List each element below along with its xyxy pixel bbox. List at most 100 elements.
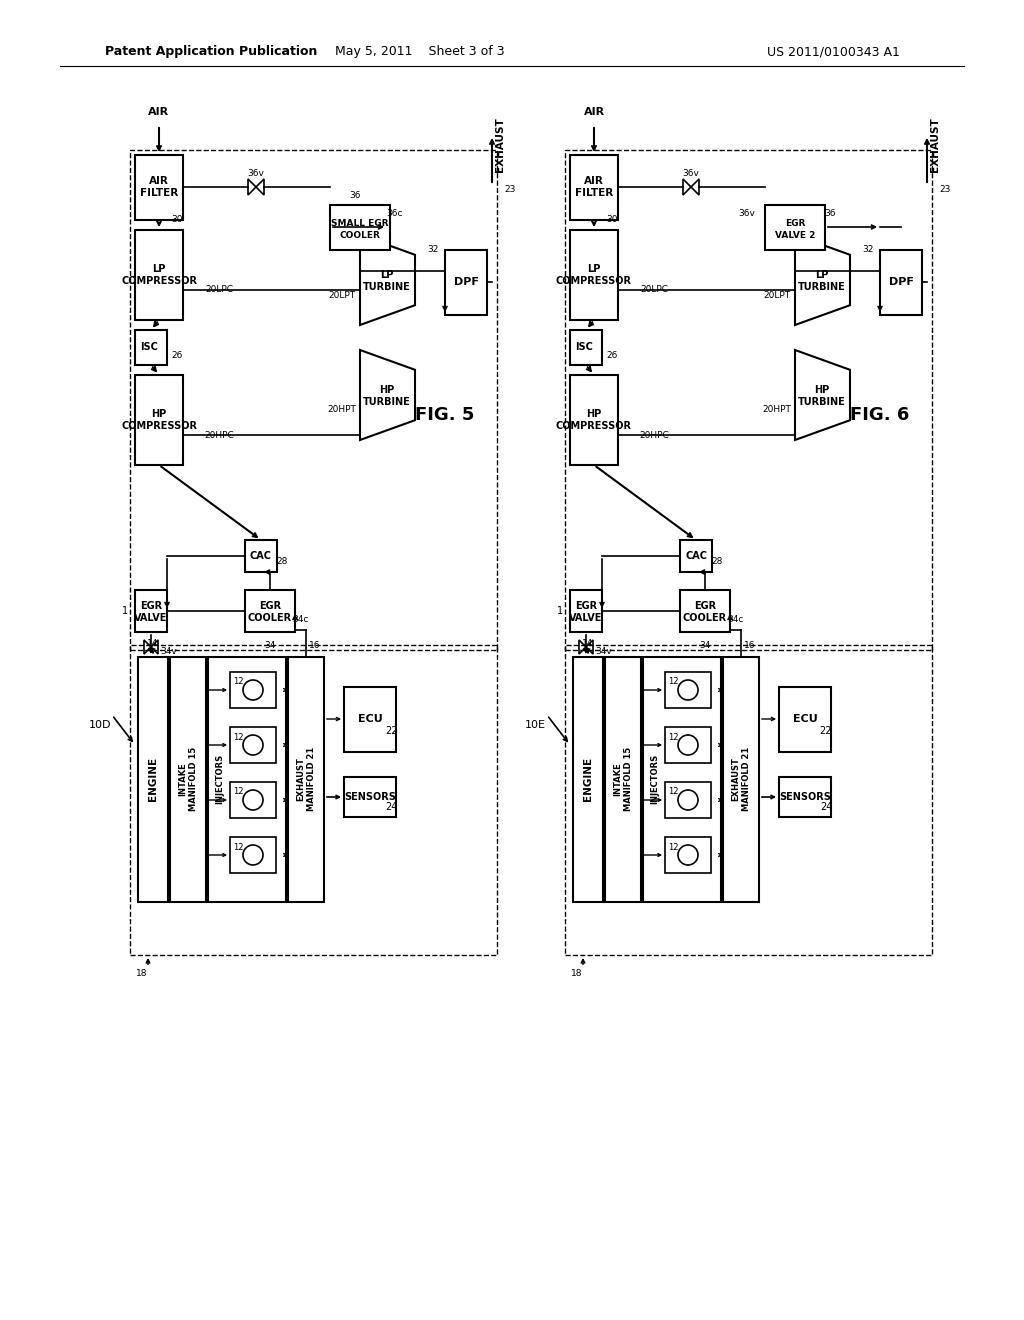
Bar [330, 205, 390, 249]
Text: 23: 23 [504, 186, 516, 194]
Text: 30: 30 [171, 215, 182, 224]
Text: 36: 36 [824, 209, 836, 218]
Text: 20HPC: 20HPC [639, 430, 669, 440]
Text: 1: 1 [122, 606, 128, 616]
Text: 34c: 34c [292, 615, 308, 623]
Text: INJECTORS: INJECTORS [650, 754, 659, 804]
Text: 28: 28 [712, 557, 723, 566]
Bar [765, 205, 825, 249]
Text: 32: 32 [427, 246, 438, 255]
Text: 20HPC: 20HPC [204, 430, 233, 440]
Text: 12: 12 [668, 677, 678, 686]
Bar [245, 590, 295, 632]
Text: ECU: ECU [357, 714, 382, 723]
Bar [135, 230, 183, 319]
Text: US 2011/0100343 A1: US 2011/0100343 A1 [767, 45, 900, 58]
Text: 18: 18 [136, 969, 147, 978]
Text: May 5, 2011    Sheet 3 of 3: May 5, 2011 Sheet 3 of 3 [335, 45, 505, 58]
Text: COOLER: COOLER [340, 231, 381, 239]
Text: SMALL EGR: SMALL EGR [331, 219, 389, 227]
Bar [288, 657, 324, 902]
Text: EGR: EGR [784, 219, 805, 227]
Bar [779, 686, 831, 752]
Bar [665, 727, 711, 763]
Bar [570, 375, 618, 465]
Text: ECU: ECU [793, 714, 817, 723]
Text: 20LPC: 20LPC [640, 285, 668, 294]
Bar [208, 657, 286, 902]
Bar [135, 330, 167, 366]
Bar [665, 837, 711, 873]
Text: TURBINE: TURBINE [798, 397, 846, 407]
Bar [135, 375, 183, 465]
Bar [779, 777, 831, 817]
Text: 34: 34 [699, 642, 711, 651]
Text: 12: 12 [232, 788, 244, 796]
Text: LP: LP [815, 271, 828, 280]
Bar [570, 590, 602, 632]
Text: ISC: ISC [575, 342, 593, 352]
Bar [344, 686, 396, 752]
Text: 24: 24 [385, 803, 397, 812]
Text: 36v: 36v [683, 169, 699, 177]
Text: LP: LP [380, 271, 393, 280]
Text: AIR
FILTER: AIR FILTER [574, 176, 613, 198]
Text: FIG. 5: FIG. 5 [416, 407, 475, 424]
Text: 20LPT: 20LPT [764, 290, 791, 300]
Text: EXHAUST
MANIFOLD 21: EXHAUST MANIFOLD 21 [296, 747, 315, 810]
Text: 26: 26 [171, 351, 182, 359]
Text: ISC: ISC [140, 342, 158, 352]
Text: 10E: 10E [524, 719, 546, 730]
Text: LP
COMPRESSOR: LP COMPRESSOR [556, 264, 632, 286]
Text: 22: 22 [385, 726, 397, 737]
Bar [245, 540, 278, 572]
Bar [570, 154, 618, 220]
Bar [565, 150, 932, 649]
Text: 22: 22 [820, 726, 833, 737]
Text: COOLER: COOLER [248, 612, 292, 623]
Bar [130, 645, 497, 954]
Bar [570, 330, 602, 366]
Text: 34v: 34v [161, 647, 177, 656]
Bar [445, 249, 487, 315]
Bar [680, 590, 730, 632]
Text: VALVE: VALVE [134, 612, 168, 623]
Bar [138, 657, 168, 902]
Text: 32: 32 [862, 246, 873, 255]
Text: HP: HP [379, 385, 394, 395]
Text: 12: 12 [668, 733, 678, 742]
Text: 24: 24 [820, 803, 833, 812]
Text: AIR: AIR [148, 107, 170, 117]
Text: EXHAUST
MANIFOLD 21: EXHAUST MANIFOLD 21 [731, 747, 751, 810]
Bar [665, 781, 711, 818]
Text: SENSORS: SENSORS [344, 792, 396, 803]
Text: 28: 28 [276, 557, 288, 566]
Text: 34c: 34c [727, 615, 743, 623]
Bar [130, 150, 497, 649]
Text: 36v: 36v [248, 169, 264, 177]
Bar [230, 727, 276, 763]
Text: TURBINE: TURBINE [364, 397, 411, 407]
Text: INTAKE
MANIFOLD 15: INTAKE MANIFOLD 15 [613, 747, 633, 810]
Text: EGR: EGR [259, 601, 281, 611]
Text: 12: 12 [668, 788, 678, 796]
Bar [135, 154, 183, 220]
Text: EXHAUST: EXHAUST [930, 117, 940, 173]
Text: 12: 12 [668, 842, 678, 851]
Text: AIR: AIR [584, 107, 604, 117]
Text: DPF: DPF [454, 277, 478, 286]
Bar [680, 540, 712, 572]
Bar [230, 837, 276, 873]
Text: EGR: EGR [574, 601, 597, 611]
Text: COOLER: COOLER [683, 612, 727, 623]
Text: AIR
FILTER: AIR FILTER [140, 176, 178, 198]
Text: 20LPC: 20LPC [205, 285, 233, 294]
Text: FIG. 6: FIG. 6 [850, 407, 909, 424]
Text: 14: 14 [147, 639, 159, 648]
Bar [230, 672, 276, 708]
Text: HP
COMPRESSOR: HP COMPRESSOR [121, 409, 197, 430]
Text: ENGINE: ENGINE [148, 756, 158, 801]
Bar [344, 777, 396, 817]
Bar [605, 657, 641, 902]
Bar [643, 657, 721, 902]
